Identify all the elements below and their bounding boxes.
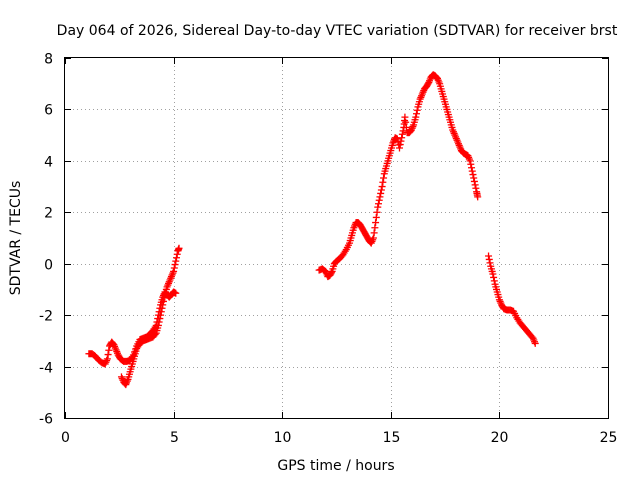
grid	[65, 58, 608, 418]
data-point	[399, 127, 407, 135]
data-point	[378, 183, 386, 191]
data-point	[379, 178, 387, 186]
data-point	[154, 321, 162, 329]
data-point	[397, 137, 405, 145]
data-point	[377, 186, 385, 194]
y-tick-label: 6	[44, 103, 53, 119]
data-point	[377, 189, 385, 197]
x-tick-label: 5	[170, 430, 179, 446]
data-point	[471, 181, 479, 189]
data-point	[468, 164, 476, 172]
data-point	[490, 273, 498, 281]
data-point	[468, 167, 476, 175]
data-point	[470, 177, 478, 185]
data-point	[173, 250, 181, 258]
data-point	[466, 157, 474, 165]
data-point	[151, 330, 159, 338]
data-point	[402, 118, 410, 126]
data-point	[531, 339, 539, 347]
y-tick-label: 0	[44, 258, 53, 274]
data-point	[170, 264, 178, 272]
data-point	[470, 174, 478, 182]
data-point	[373, 208, 381, 216]
data-point	[172, 289, 180, 297]
y-tick-label: 4	[44, 155, 53, 171]
y-tick-label: -4	[39, 361, 53, 377]
data-point	[374, 203, 382, 211]
data-point	[490, 277, 498, 285]
data-point	[413, 106, 421, 114]
data-point	[398, 130, 406, 138]
data-point	[395, 144, 403, 152]
y-tick-label: 8	[44, 52, 53, 68]
data-point	[398, 134, 406, 142]
data-point	[103, 355, 111, 363]
data-point	[489, 270, 497, 278]
data-point	[396, 141, 404, 149]
data-point	[104, 351, 112, 359]
data-point	[376, 193, 384, 201]
data-point	[157, 308, 165, 316]
data-point	[160, 294, 168, 302]
data-point	[172, 254, 180, 262]
x-tick-label: 20	[491, 430, 509, 446]
chart-title: Day 064 of 2026, Sidereal Day-to-day VTE…	[57, 23, 618, 39]
data-point	[172, 257, 180, 265]
x-tick-label: 25	[600, 430, 618, 446]
data-point	[156, 315, 164, 323]
data-point	[375, 196, 383, 204]
data-point	[175, 244, 183, 252]
data-point	[155, 318, 163, 326]
data-point	[372, 219, 380, 227]
data-point	[371, 224, 379, 232]
data-point	[105, 346, 113, 354]
data-point	[474, 193, 482, 201]
x-axis-label: GPS time / hours	[277, 458, 394, 474]
data-point	[424, 80, 432, 88]
data-series	[85, 71, 539, 389]
data-point	[157, 311, 165, 319]
data-point	[327, 269, 335, 277]
x-tick-label: 10	[274, 430, 292, 446]
data-point	[485, 252, 493, 260]
data-point	[402, 123, 410, 131]
data-point	[170, 267, 178, 275]
plot-frame	[64, 57, 609, 419]
data-point	[472, 184, 480, 192]
data-point	[413, 110, 421, 118]
data-point	[467, 160, 475, 168]
x-tick-label: 0	[61, 430, 70, 446]
tick-labels: 0 5 10 15 20 25 -6 -4 -2 0 2 4 6 8	[39, 52, 617, 447]
data-point	[171, 261, 179, 269]
data-point	[372, 213, 380, 221]
y-axis-label: SDTVAR / TECUs	[8, 181, 24, 296]
y-tick-label: -2	[39, 309, 53, 325]
data-point	[393, 135, 401, 143]
data-point	[486, 259, 494, 267]
y-tick-label: -6	[39, 412, 53, 428]
data-point	[469, 171, 477, 179]
data-point	[401, 113, 409, 121]
data-point	[380, 174, 388, 182]
data-point	[485, 255, 493, 263]
data-point	[159, 301, 167, 309]
y-tick-label: 2	[44, 206, 53, 222]
axis-ticks	[65, 58, 609, 419]
data-point	[370, 229, 378, 237]
data-point	[412, 113, 420, 121]
x-tick-label: 15	[383, 430, 401, 446]
data-point	[158, 304, 166, 312]
data-point	[159, 297, 167, 305]
data-point	[369, 234, 377, 242]
data-point	[374, 200, 382, 208]
